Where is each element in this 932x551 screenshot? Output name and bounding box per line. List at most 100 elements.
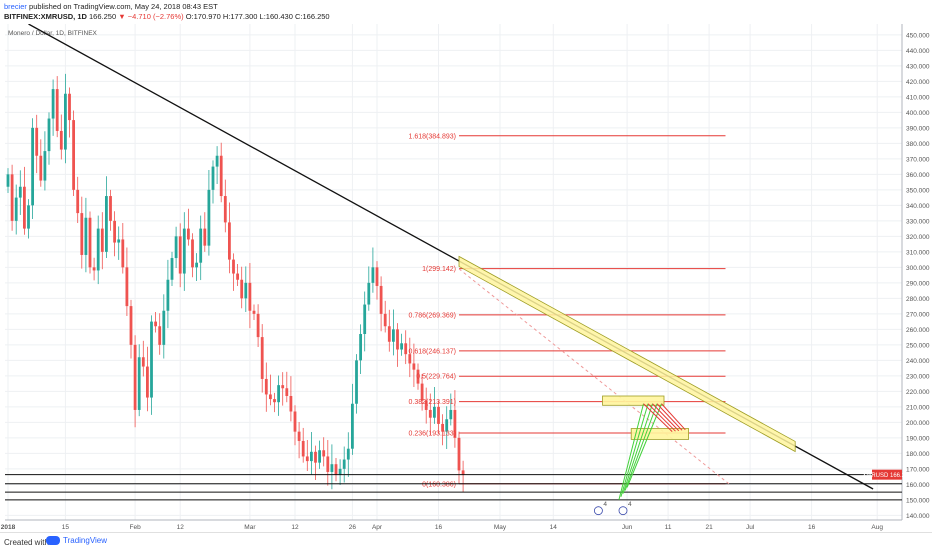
candle-body <box>383 313 387 327</box>
y-tick-label: 270.000 <box>906 311 930 318</box>
y-tick-label: 240.000 <box>906 358 930 365</box>
candle-body <box>281 385 285 389</box>
candle-body <box>318 450 321 463</box>
chart-header: brecier published on TradingView.com, Ma… <box>0 0 932 24</box>
y-tick-label: 200.000 <box>906 420 930 427</box>
candle-body <box>433 406 436 418</box>
candle-body <box>84 217 88 255</box>
candle-body <box>199 228 203 263</box>
candle-body <box>166 279 170 311</box>
candle-body <box>174 236 178 259</box>
symbol-info: BITFINEX:XMRUSD, 1D 166.250 ▼ −4.710 (−2… <box>4 12 330 21</box>
candle-body <box>191 239 194 268</box>
candle-body <box>125 267 129 307</box>
last-price-badge-label: XMRUSD 166.250 <box>862 473 912 479</box>
projected-path-down <box>656 403 683 431</box>
y-tick-label: 280.000 <box>906 296 930 303</box>
y-tick-label: 210.000 <box>906 404 930 411</box>
tradingview-brand[interactable]: TradingView <box>46 536 107 545</box>
candle-body <box>92 267 96 271</box>
projected-path-down <box>647 403 676 432</box>
candle-body <box>248 282 252 311</box>
candle-body <box>269 394 272 400</box>
candle-body <box>207 189 211 246</box>
projected-path-up <box>618 403 644 500</box>
candle-body <box>18 186 22 198</box>
y-tick-label: 230.000 <box>906 373 930 380</box>
candle-body <box>277 385 280 403</box>
x-tick-label: Feb <box>129 524 141 531</box>
projected-path-up <box>622 403 653 494</box>
candle-body <box>273 399 276 403</box>
y-tick-label: 400.000 <box>906 110 930 117</box>
fib-level-label: 0.786(269.369) <box>409 312 456 319</box>
candle-body <box>96 228 100 271</box>
candle-body <box>359 334 362 361</box>
candle-body <box>441 423 444 432</box>
y-tick-label: 160.000 <box>906 482 930 489</box>
candle-body <box>260 337 264 379</box>
candle-body <box>326 456 330 472</box>
ohlc-values: O:170.970 H:177.300 L:160.430 C:166.250 <box>185 12 330 21</box>
candle-body <box>305 456 309 462</box>
candle-body <box>387 326 391 342</box>
candle-body <box>453 409 457 438</box>
y-tick-label: 370.000 <box>906 156 930 163</box>
candle-body <box>363 304 367 334</box>
resistance-zone-lower <box>630 428 690 440</box>
candle-body <box>351 403 354 449</box>
last-price: 166.250 <box>89 12 117 21</box>
projected-path-up <box>620 403 649 497</box>
x-tick-label: 2018 <box>1 524 16 531</box>
candle-body <box>392 329 395 342</box>
candle-body <box>293 411 297 432</box>
x-tick-label: 12 <box>177 524 185 531</box>
y-tick-label: 350.000 <box>906 187 930 194</box>
x-tick-label: Mar <box>244 524 256 531</box>
candle-body <box>178 236 182 274</box>
fib-level-label: 0.236(193.133) <box>409 430 456 437</box>
event-flag-count: 4 <box>628 501 632 508</box>
y-tick-label: 190.000 <box>906 435 930 442</box>
price-chart[interactable]: 140.000 150.000 160.000 170.000 180.000 190.0… <box>0 24 932 532</box>
candle-body <box>338 468 342 476</box>
projected-path-down <box>643 403 673 433</box>
candle-body <box>43 151 47 181</box>
candle-body <box>23 186 26 229</box>
footer: Created with TradingView <box>0 532 932 551</box>
y-tick-label: 150.000 <box>906 497 930 504</box>
candle-body <box>64 93 67 150</box>
x-tick-label: 12 <box>291 524 299 531</box>
x-tick-label: 14 <box>550 524 558 531</box>
event-flag-icon <box>618 506 628 516</box>
candle-body <box>146 366 149 398</box>
x-tick-label: Aug <box>871 524 883 531</box>
y-tick-label: 410.000 <box>906 94 930 101</box>
candle-body <box>375 267 379 286</box>
y-tick-label: 140.000 <box>906 513 930 520</box>
publish-text: published on TradingView.com, May 24, 20… <box>29 2 218 11</box>
candle-body <box>264 378 268 395</box>
candle-body <box>121 239 125 268</box>
candle-body <box>88 217 92 268</box>
y-tick-label: 380.000 <box>906 141 930 148</box>
candle-body <box>14 197 18 221</box>
author-link[interactable]: brecier <box>4 2 27 11</box>
candle-body <box>256 313 260 338</box>
candle-body <box>215 155 219 167</box>
candle-body <box>437 406 440 424</box>
x-tick-label: 26 <box>349 524 357 531</box>
y-tick-label: 290.000 <box>906 280 930 287</box>
candle-body <box>297 431 301 441</box>
candle-body <box>211 166 215 190</box>
candle-body <box>187 228 190 240</box>
candle-body <box>445 419 449 432</box>
candle-body <box>232 259 235 274</box>
price-change: ▼ −4.710 (−2.76%) <box>118 12 184 21</box>
candle-body <box>170 258 174 280</box>
candle-body <box>346 448 350 460</box>
candle-body <box>457 437 461 471</box>
x-tick-label: 21 <box>705 524 713 531</box>
candle-body <box>182 228 186 274</box>
y-tick-label: 260.000 <box>906 327 930 334</box>
